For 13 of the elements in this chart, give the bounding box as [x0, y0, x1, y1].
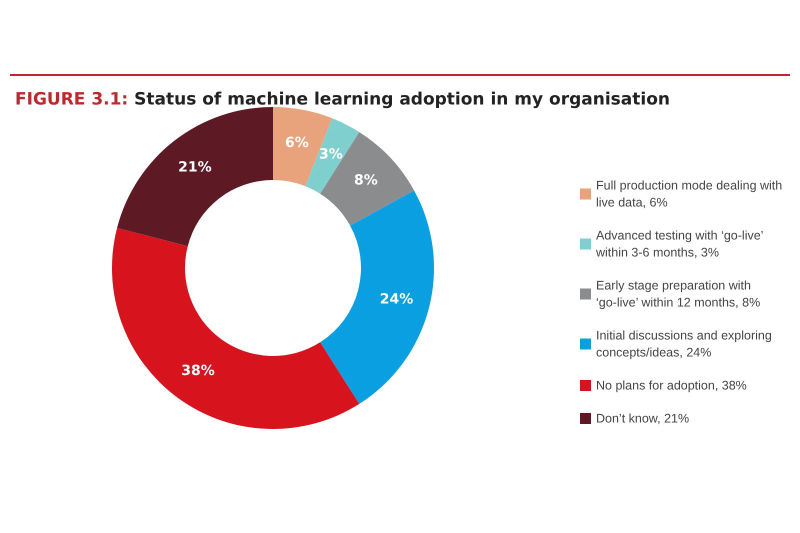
data-label: 6%: [285, 134, 309, 151]
legend-label: Don’t know, 21%: [596, 412, 690, 426]
data-label: 38%: [181, 363, 215, 380]
data-label: 21%: [178, 159, 212, 176]
legend-label: Early stage preparation with ‘go-live’ within 12 months, 8%: [596, 278, 760, 310]
data-label: 24%: [380, 292, 414, 308]
legend-label: Full production mode dealing with live data, 6%: [596, 178, 786, 210]
chart-title: FIGURE 3.1: Status of machine learning adoption in my organisation: [15, 90, 670, 110]
legend-label: No plans for adoption, 38%: [596, 378, 747, 392]
legend-label: Advanced testing with ‘go-live’ within 3-6 months, 3%: [595, 228, 766, 260]
data-label: 8%: [354, 172, 378, 189]
data-label: 3%: [318, 146, 343, 162]
legend-label: Initial discussions and exploring concepts/ideas, 24%: [596, 328, 776, 360]
